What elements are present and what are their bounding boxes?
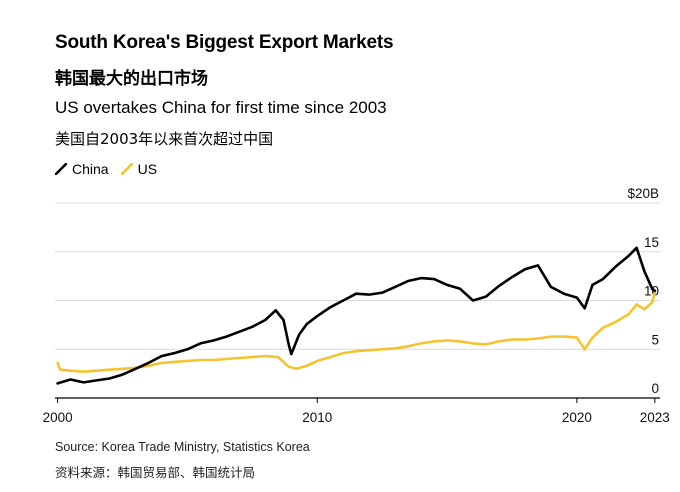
series-lines bbox=[56, 246, 657, 385]
chart-subtitle: US overtakes China for first time since … bbox=[55, 98, 387, 117]
x-tick-label-2023: 2023 bbox=[640, 410, 670, 425]
chart-title: South Korea's Biggest Export Markets bbox=[55, 32, 394, 53]
source-note: Source: Korea Trade Ministry, Statistics… bbox=[55, 440, 310, 454]
chart-title-chinese: 韩国最大的出口市场 bbox=[55, 69, 208, 89]
legend-swatch-china bbox=[55, 163, 67, 175]
y-tick-label-5: 5 bbox=[651, 332, 659, 347]
legend-label-china: China bbox=[72, 161, 109, 177]
legend-swatch-us bbox=[120, 163, 133, 175]
legend-label-us: US bbox=[137, 161, 158, 177]
chart-subtitle-chinese: 美国自2003年以来首次超过中国 bbox=[55, 130, 274, 148]
x-tick-label-2020: 2020 bbox=[562, 410, 592, 425]
x-tick-label-2000: 2000 bbox=[43, 410, 73, 425]
grid-lines bbox=[55, 202, 660, 399]
y-tick-label-0: 0 bbox=[651, 381, 659, 396]
legend-item-china: China bbox=[55, 161, 109, 177]
legend-item-us: US bbox=[120, 161, 158, 177]
series-line-china bbox=[56, 246, 657, 385]
y-tick-label-15: 15 bbox=[644, 235, 659, 250]
legend: China US bbox=[55, 161, 169, 177]
y-tick-label-20: $20B bbox=[627, 186, 659, 201]
x-axis: 2000 2010 2020 2023 bbox=[43, 398, 670, 425]
x-tick-label-2010: 2010 bbox=[302, 410, 332, 425]
series-line-us bbox=[56, 291, 657, 373]
source-note-chinese: 资料来源：韩国贸易部、韩国统计局 bbox=[55, 465, 256, 480]
